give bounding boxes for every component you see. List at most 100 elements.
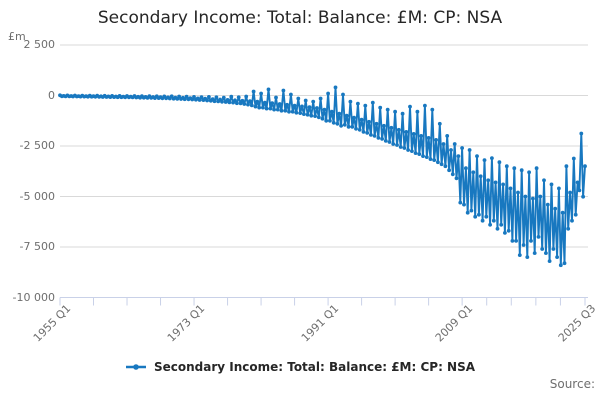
data-point-marker — [205, 98, 210, 103]
data-point-marker — [283, 108, 288, 113]
data-point-marker — [337, 111, 342, 116]
data-point-marker — [477, 212, 481, 217]
data-point-marker — [456, 154, 461, 159]
data-point-marker — [354, 126, 358, 131]
data-point-marker — [449, 148, 453, 152]
data-point-marker — [411, 132, 416, 136]
data-point-marker — [326, 91, 330, 96]
data-point-marker — [525, 255, 530, 259]
chart-title: Secondary Income: Total: Balance: £M: CP… — [97, 8, 503, 28]
data-point-marker — [467, 148, 472, 152]
data-point-marker — [497, 160, 502, 165]
data-point-marker — [400, 111, 405, 116]
data-point-marker — [350, 124, 355, 129]
data-point-marker — [519, 168, 524, 173]
data-point-marker — [329, 109, 334, 114]
data-point-marker — [512, 166, 517, 171]
y-axis-unit-label: £m — [8, 30, 26, 43]
data-point-marker — [281, 88, 286, 93]
data-point-marker — [504, 164, 509, 169]
data-point-marker — [249, 103, 254, 108]
data-point-marker — [363, 103, 368, 108]
data-point-marker — [557, 186, 561, 191]
data-point-marker — [571, 156, 576, 161]
series-markers[interactable] — [58, 85, 587, 268]
data-point-marker — [316, 115, 321, 120]
data-point-marker — [506, 228, 511, 233]
data-point-marker — [342, 122, 347, 127]
data-point-marker — [540, 247, 545, 251]
data-point-marker — [501, 182, 505, 187]
data-point-marker — [424, 155, 429, 160]
data-point-marker — [482, 158, 487, 163]
data-point-marker — [240, 98, 245, 103]
data-point-marker — [372, 134, 377, 138]
data-point-marker — [532, 251, 537, 256]
data-point-marker — [277, 102, 282, 106]
data-point-marker — [413, 151, 418, 156]
data-point-marker — [268, 106, 273, 111]
data-point-marker — [285, 102, 289, 107]
series-line[interactable] — [59, 86, 586, 267]
data-point-marker — [499, 222, 504, 227]
data-point-marker — [555, 255, 559, 259]
data-point-marker — [199, 95, 204, 99]
data-point-marker — [402, 146, 407, 150]
data-point-marker — [434, 138, 438, 142]
data-point-marker — [324, 118, 329, 123]
data-point-marker — [428, 157, 433, 162]
legend-label: Secondary Income: Total: Balance: £M: CP… — [153, 360, 476, 374]
data-point-marker — [527, 170, 531, 175]
data-point-marker — [275, 107, 280, 112]
data-point-marker — [236, 95, 241, 100]
data-point-marker — [523, 194, 528, 199]
data-point-marker — [346, 124, 351, 129]
data-point-marker — [393, 109, 397, 114]
legend-item[interactable]: Secondary Income: Total: Balance: £M: CP… — [0, 360, 600, 374]
data-point-marker — [478, 174, 483, 179]
data-point-marker — [432, 158, 437, 163]
data-point-marker — [391, 142, 396, 146]
data-point-marker — [341, 92, 345, 97]
data-point-marker — [488, 222, 492, 227]
data-point-marker — [568, 190, 572, 195]
data-point-marker — [538, 194, 543, 199]
data-point-marker — [529, 239, 533, 243]
data-point-marker — [553, 206, 558, 211]
data-point-marker — [292, 103, 297, 108]
data-point-marker — [558, 263, 563, 268]
data-point-marker — [536, 235, 541, 239]
data-point-marker — [339, 123, 343, 128]
data-point-marker — [521, 243, 526, 247]
data-point-marker — [508, 186, 513, 191]
data-point-marker — [352, 115, 356, 120]
data-point-marker — [244, 94, 249, 99]
data-point-marker — [266, 87, 271, 92]
y-tick-label: -7 500 — [19, 240, 55, 253]
data-point-marker — [551, 247, 556, 251]
data-point-marker — [417, 152, 422, 157]
y-tick-label: -10 000 — [12, 290, 55, 304]
data-point-marker — [406, 148, 410, 152]
data-point-marker — [570, 218, 574, 223]
data-point-marker — [270, 101, 275, 106]
data-point-marker — [534, 166, 539, 171]
y-tick-label: 2 500 — [23, 38, 56, 51]
data-point-marker — [408, 104, 412, 109]
data-point-marker — [229, 94, 234, 99]
data-point-marker — [359, 117, 364, 122]
data-point-marker — [262, 100, 267, 105]
x-axis — [59, 297, 588, 306]
data-point-marker — [410, 149, 414, 154]
data-point-marker — [257, 105, 262, 110]
data-point-marker — [382, 123, 386, 128]
data-point-marker — [395, 143, 399, 147]
data-point-marker — [437, 121, 442, 126]
data-point-marker — [272, 107, 276, 112]
data-point-marker — [542, 178, 546, 183]
data-point-marker — [233, 98, 237, 103]
data-point-marker — [419, 134, 424, 138]
data-point-marker — [560, 210, 565, 215]
y-tick-label: -2 500 — [19, 139, 55, 152]
data-point-marker — [471, 170, 476, 175]
